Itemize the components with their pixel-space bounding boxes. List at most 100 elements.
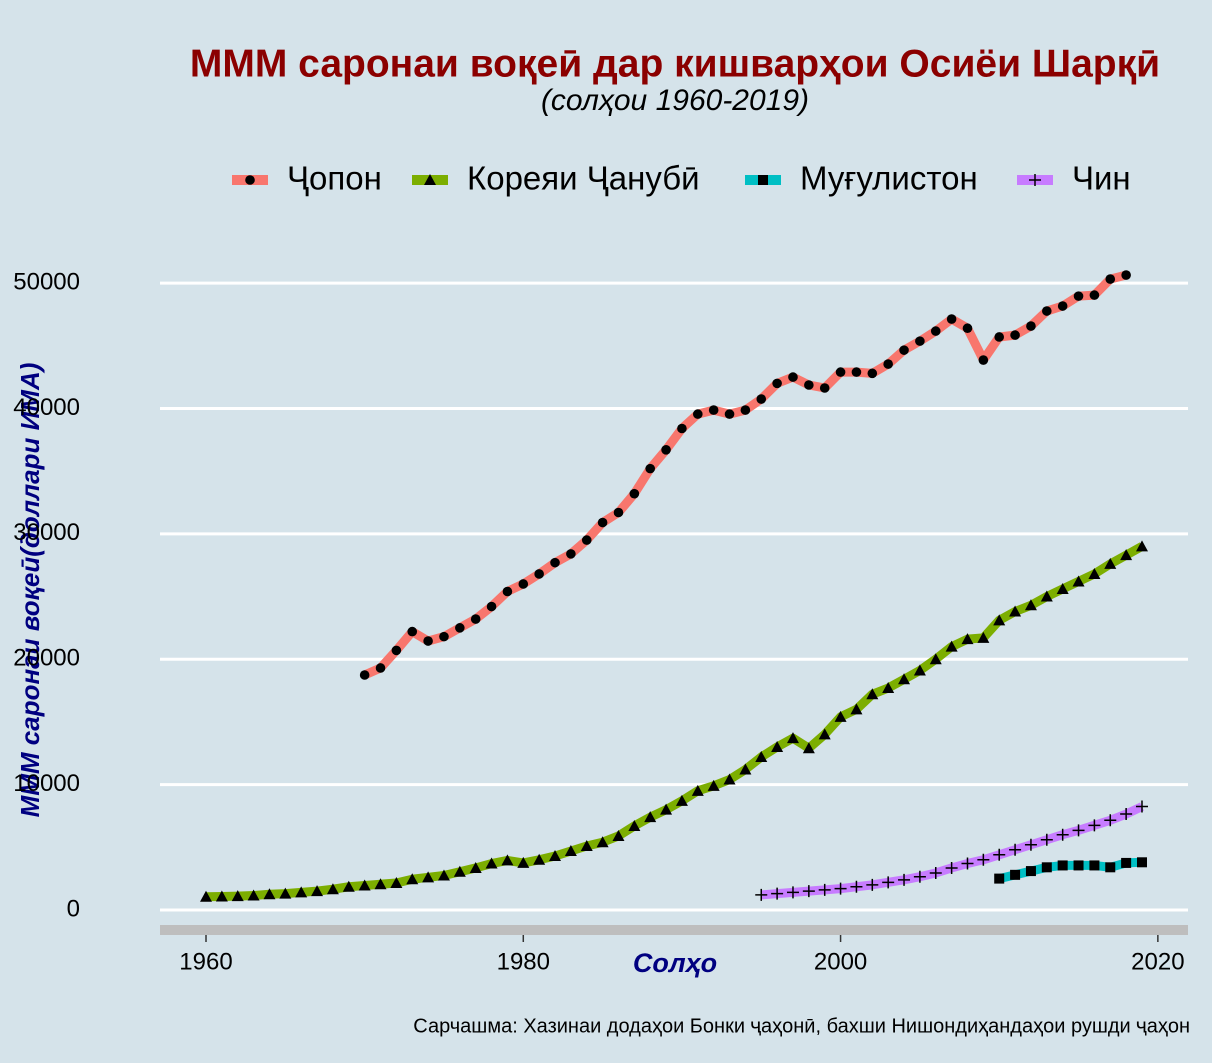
point xyxy=(1120,549,1133,561)
point xyxy=(391,645,402,656)
point xyxy=(788,372,798,382)
point xyxy=(1009,843,1022,856)
point xyxy=(771,887,784,900)
point xyxy=(675,794,688,806)
point xyxy=(549,850,562,862)
legend-label: Кореяи Ҷанубӣ xyxy=(467,160,700,197)
point xyxy=(1072,824,1085,837)
point xyxy=(786,732,799,744)
point xyxy=(629,488,640,499)
chart-title: МММ саронаи воқеӣ дар кишварҳои Осиёи Ша… xyxy=(190,42,1160,85)
point xyxy=(834,710,847,722)
point xyxy=(1089,860,1100,871)
legend-label: Ҷопон xyxy=(287,160,382,197)
point xyxy=(1072,575,1085,587)
point xyxy=(786,886,799,899)
point xyxy=(486,601,497,612)
point xyxy=(755,888,768,901)
point xyxy=(358,879,371,891)
point xyxy=(915,336,925,346)
legend-marker xyxy=(245,175,255,185)
point xyxy=(1121,270,1131,280)
point xyxy=(439,631,449,642)
point xyxy=(771,740,784,752)
legend-label: Муғулистон xyxy=(800,160,978,197)
point xyxy=(1105,862,1116,873)
point xyxy=(962,323,973,334)
legend-marker xyxy=(424,174,436,185)
point xyxy=(945,861,958,874)
y-tick-label: 0 xyxy=(67,895,80,922)
point xyxy=(1040,833,1053,846)
point xyxy=(1073,860,1084,871)
point xyxy=(533,853,546,865)
point xyxy=(1089,290,1100,300)
point xyxy=(691,784,704,796)
point xyxy=(596,836,609,848)
point xyxy=(882,682,895,694)
point xyxy=(913,664,926,676)
point xyxy=(215,890,228,902)
point xyxy=(977,631,990,643)
x-tick-label: 2020 xyxy=(1131,948,1184,975)
point xyxy=(994,332,1005,342)
point xyxy=(279,887,292,899)
point xyxy=(660,803,673,815)
point xyxy=(455,623,465,633)
point xyxy=(1026,321,1036,331)
point xyxy=(819,383,830,393)
point xyxy=(613,507,624,518)
point xyxy=(961,633,974,645)
point xyxy=(1136,857,1147,868)
point xyxy=(502,586,513,597)
point xyxy=(469,861,482,873)
point xyxy=(1104,814,1117,827)
point xyxy=(581,535,592,545)
point xyxy=(1010,869,1021,880)
point xyxy=(677,423,687,434)
point xyxy=(882,876,895,889)
point xyxy=(867,368,878,379)
point xyxy=(850,880,863,893)
point xyxy=(977,853,990,866)
point xyxy=(1025,866,1036,877)
point xyxy=(866,878,879,891)
point xyxy=(802,742,815,754)
point xyxy=(772,378,782,389)
point xyxy=(724,409,735,419)
point xyxy=(692,409,703,419)
point xyxy=(850,703,863,715)
point xyxy=(406,873,419,885)
point xyxy=(342,880,355,892)
x-tick-label: 2000 xyxy=(814,948,867,975)
point xyxy=(485,857,498,869)
point xyxy=(612,829,625,841)
point xyxy=(723,773,736,785)
point xyxy=(755,750,768,762)
legend-label: Чин xyxy=(1072,160,1131,197)
point xyxy=(311,885,324,897)
point xyxy=(1088,567,1101,579)
point xyxy=(247,889,260,901)
point xyxy=(835,367,846,377)
point xyxy=(739,763,752,775)
point xyxy=(644,811,657,823)
point xyxy=(1056,828,1069,841)
point xyxy=(359,670,370,680)
point xyxy=(834,882,847,895)
point xyxy=(597,517,608,528)
point xyxy=(993,848,1006,861)
point xyxy=(1120,808,1133,821)
point xyxy=(501,854,514,866)
point xyxy=(945,640,958,652)
point xyxy=(1121,857,1132,868)
point xyxy=(580,840,593,851)
point xyxy=(1057,860,1068,871)
point xyxy=(437,869,450,881)
point xyxy=(566,549,576,559)
y-tick-label: 10000 xyxy=(13,770,80,797)
point xyxy=(375,663,386,673)
point xyxy=(534,569,544,579)
